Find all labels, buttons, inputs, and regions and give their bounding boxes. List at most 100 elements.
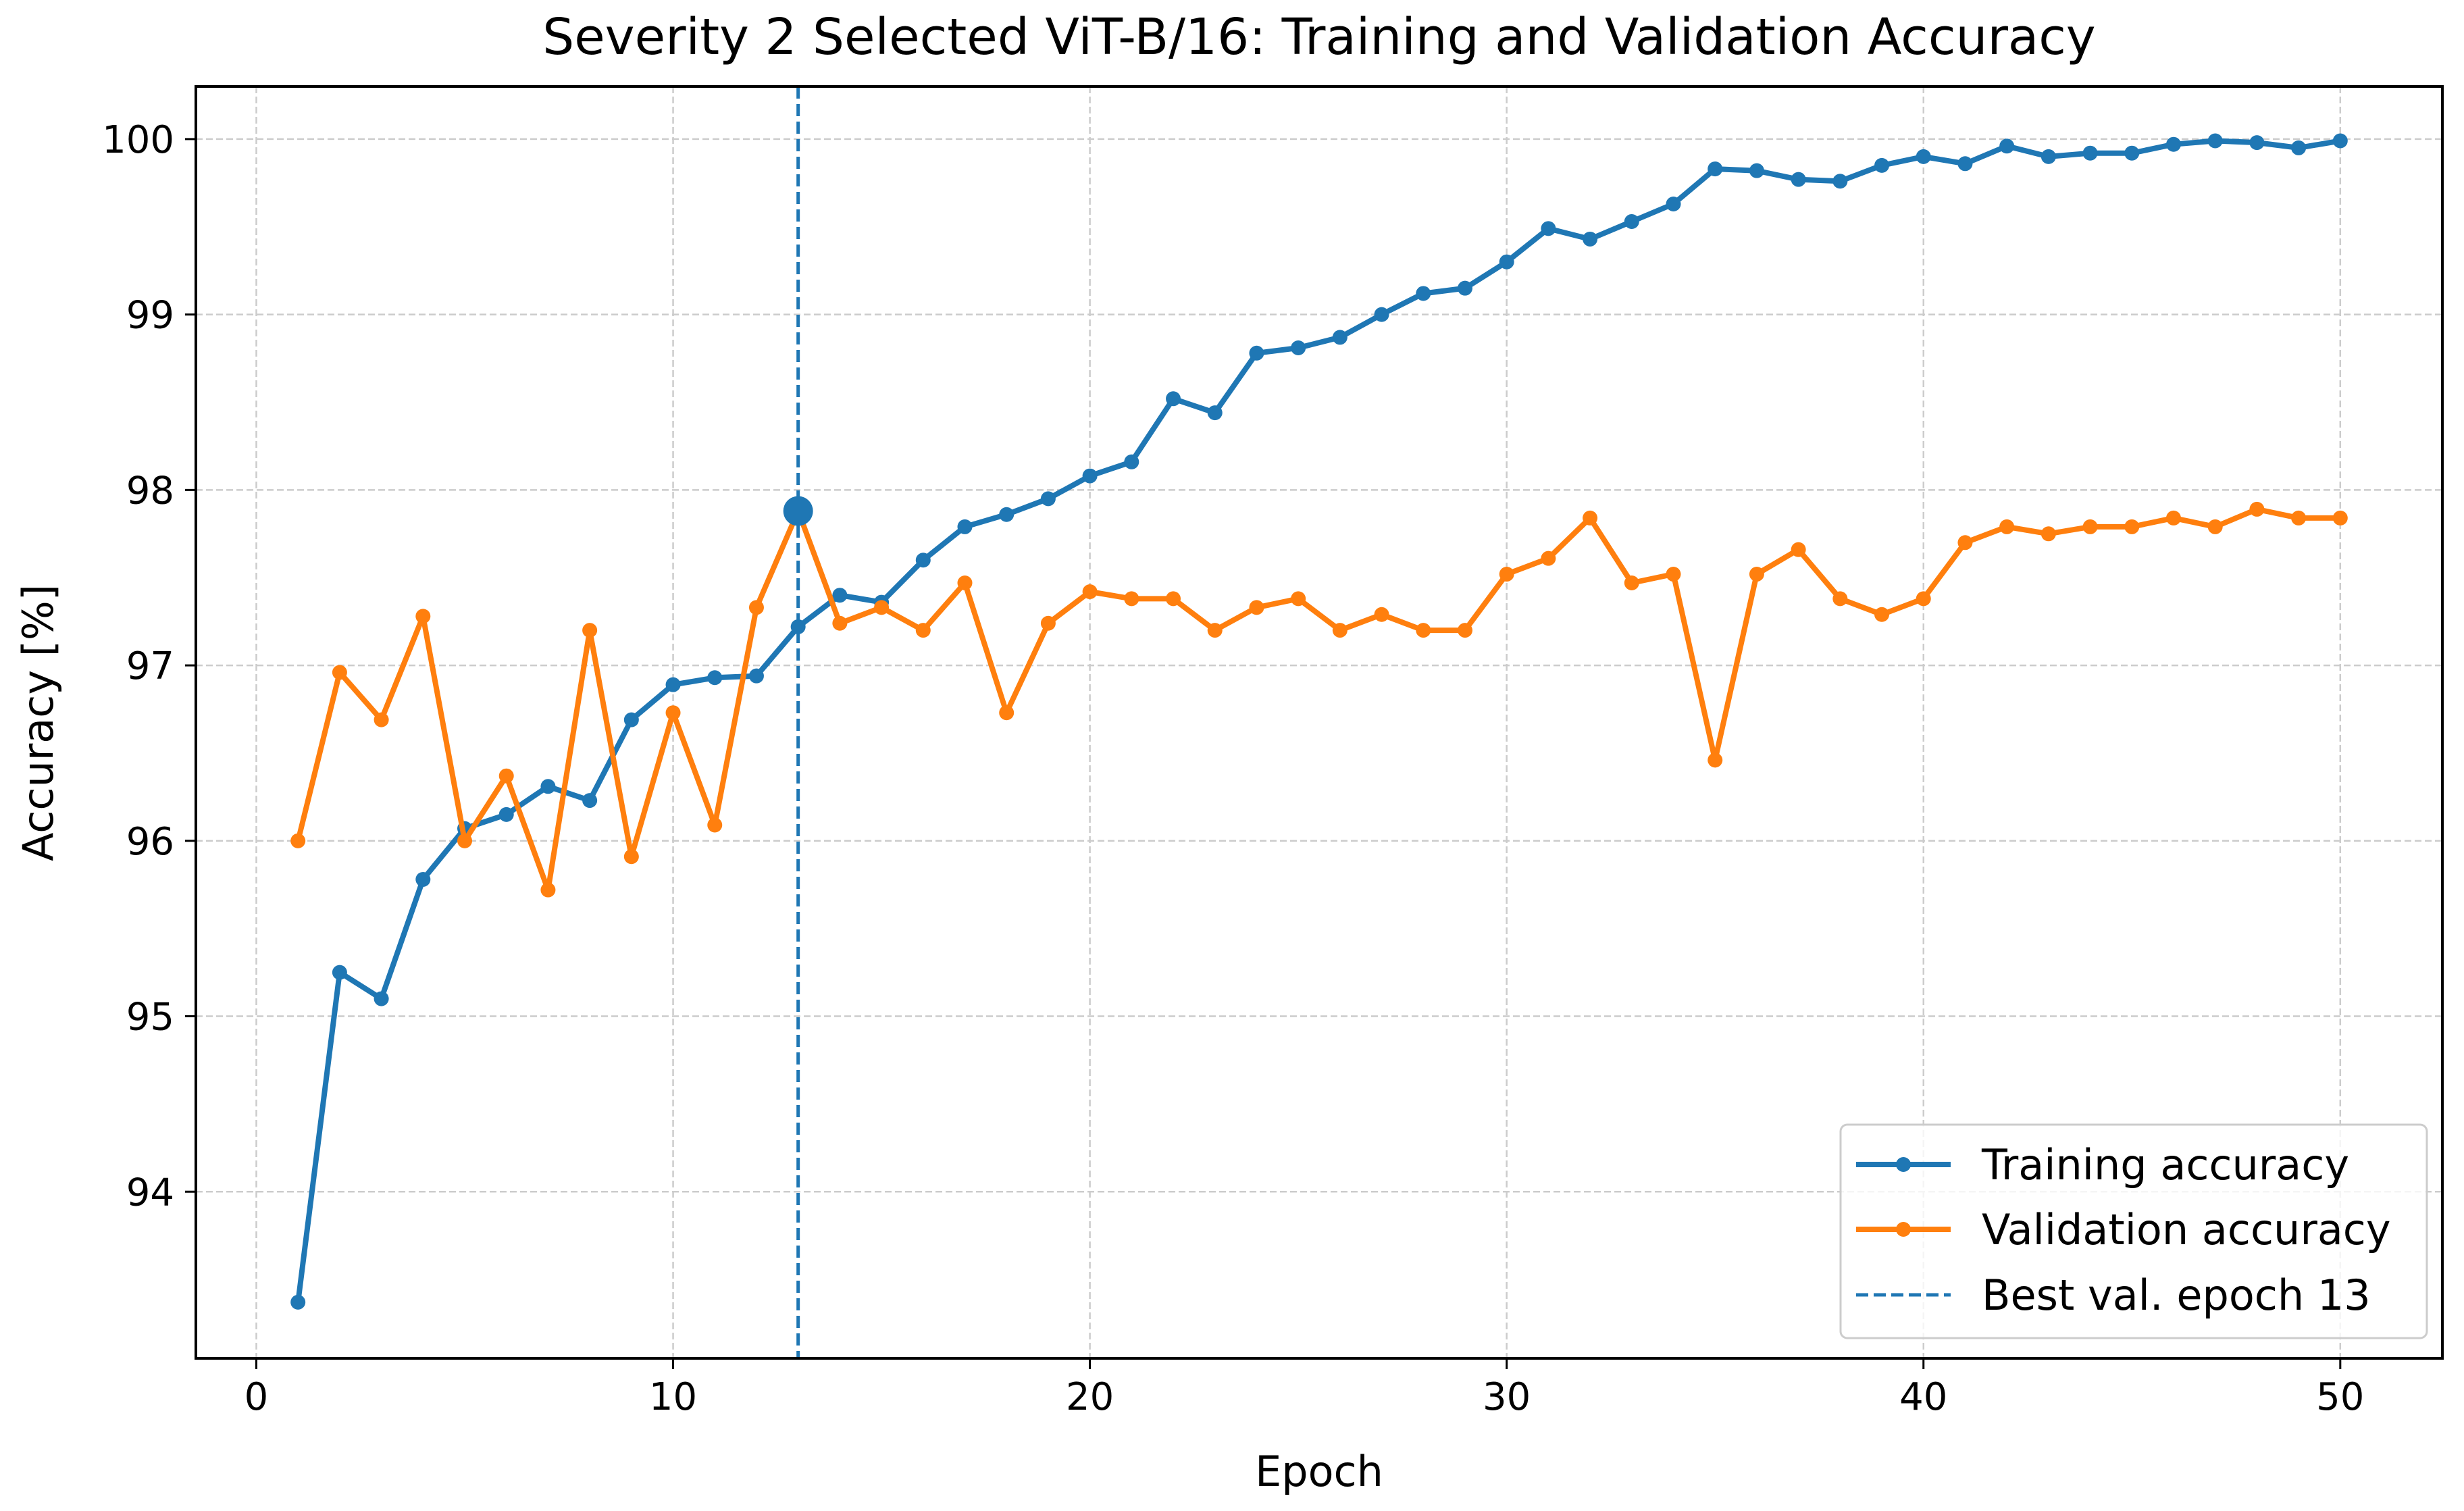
training-series [290, 133, 2348, 1310]
training-point [1291, 340, 1306, 355]
y-tick-label: 98 [126, 469, 174, 513]
validation-point [1791, 542, 1806, 557]
training-point [1541, 221, 1556, 236]
validation-point [1040, 615, 1056, 631]
training-point [915, 553, 931, 568]
y-tick-label: 99 [126, 294, 174, 338]
training-point [1124, 454, 1139, 469]
validation-point [707, 817, 723, 833]
training-point [2207, 133, 2223, 149]
validation-point [1708, 752, 1723, 768]
validation-point [957, 575, 973, 591]
y-tick-label: 94 [126, 1171, 174, 1214]
x-tick-label: 0 [245, 1375, 269, 1419]
legend-best-epoch-label: Best val. epoch 13 [1982, 1271, 2371, 1320]
training-point [498, 806, 514, 822]
validation-point [2207, 519, 2223, 534]
training-point [1082, 468, 1098, 484]
validation-point [1124, 591, 1139, 607]
validation-point [2291, 510, 2307, 526]
x-tick-label: 30 [1483, 1375, 1531, 1419]
training-point [1749, 163, 1764, 178]
training-point [1207, 405, 1223, 421]
validation-point [2165, 510, 2181, 526]
series-layer [290, 133, 2348, 1310]
y-tick-label: 100 [102, 118, 174, 162]
training-point [2291, 140, 2307, 155]
training-point [1666, 197, 1681, 212]
training-point [1624, 213, 1639, 229]
x-tick-label: 20 [1066, 1375, 1114, 1419]
training-point [2040, 149, 2056, 164]
training-point [1874, 157, 1890, 173]
validation-point [1249, 600, 1264, 615]
validation-point [374, 712, 389, 727]
validation-point [1624, 575, 1639, 591]
validation-point [1583, 510, 1598, 526]
validation-point [2082, 519, 2098, 534]
training-point [623, 712, 639, 727]
validation-point [2040, 526, 2056, 542]
training-point [707, 670, 723, 686]
validation-point [457, 833, 473, 848]
validation-point [540, 882, 556, 898]
legend-training-label: Training accuracy [1981, 1140, 2349, 1189]
validation-point [1374, 607, 1389, 622]
legend-validation-label: Validation accuracy [1982, 1205, 2391, 1254]
validation-point [332, 665, 347, 680]
validation-point [290, 833, 306, 848]
training-point [999, 507, 1015, 522]
training-point [1332, 330, 1348, 345]
training-point [2124, 145, 2140, 161]
training-point [2165, 136, 2181, 152]
validation-point [915, 623, 931, 638]
training-point [748, 668, 764, 684]
validation-point [1749, 567, 1764, 582]
training-point [1583, 231, 1598, 247]
x-axis-title: Epoch [1255, 1447, 1383, 1496]
validation-point [1999, 519, 2015, 534]
training-point [2332, 133, 2348, 149]
validation-point [1541, 550, 1556, 566]
validation-point [1207, 623, 1223, 638]
validation-point [415, 609, 431, 624]
training-point [1249, 345, 1264, 361]
training-point [790, 619, 806, 634]
training-point [1499, 254, 1514, 270]
validation-point [874, 600, 890, 615]
chart-title: Severity 2 Selected ViT-B/16: Training a… [542, 8, 2095, 66]
x-tick-label: 50 [2316, 1375, 2364, 1419]
validation-point [2332, 510, 2348, 526]
validation-point [1416, 623, 1431, 638]
validation-point [1082, 584, 1098, 600]
validation-point [1916, 591, 1931, 607]
y-tick-label: 97 [126, 644, 174, 688]
training-point [1999, 138, 2015, 154]
validation-point [2249, 501, 2265, 517]
training-point [1374, 307, 1389, 322]
validation-point [748, 600, 764, 615]
training-point [1832, 174, 1848, 189]
legend-training-marker [1896, 1157, 1911, 1172]
training-point [1957, 156, 1973, 172]
y-axis: 94 95 96 97 98 99 100 [102, 118, 196, 1214]
validation-point [2124, 519, 2140, 534]
training-point [1166, 391, 1181, 407]
training-point [2249, 135, 2265, 151]
x-tick-label: 40 [1899, 1375, 1947, 1419]
validation-point [665, 705, 681, 721]
training-point [582, 793, 598, 809]
x-tick-label: 10 [649, 1375, 697, 1419]
validation-point [1291, 591, 1306, 607]
training-point [1457, 280, 1472, 296]
training-point [1708, 161, 1723, 177]
training-point [1916, 149, 1931, 164]
training-point [832, 588, 848, 603]
validation-point [999, 705, 1015, 721]
validation-point [1874, 607, 1890, 622]
validation-series [290, 501, 2348, 898]
x-axis: 0 10 20 30 40 50 [245, 1358, 2364, 1419]
legend-validation-marker [1896, 1222, 1911, 1237]
validation-point [582, 623, 598, 638]
